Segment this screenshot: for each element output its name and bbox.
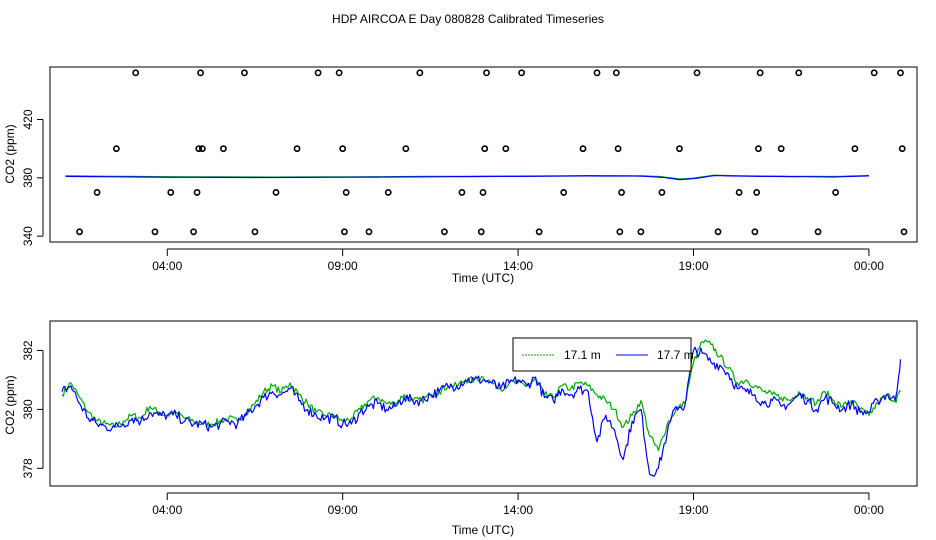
y-tick-label: 380 (21, 399, 35, 419)
data-point (832, 189, 839, 196)
data-point (76, 228, 83, 236)
data-point (441, 228, 448, 236)
data-point (560, 189, 568, 196)
data-point (751, 228, 759, 236)
x-tick-label: 04:00 (152, 503, 182, 517)
data-point (612, 69, 620, 77)
data-point (339, 145, 347, 153)
data-point (112, 145, 120, 153)
y-tick-label: 420 (21, 109, 35, 129)
bottom-y-axis: 378 380 382 (21, 340, 44, 478)
bottom-panel: 04:00 09:00 14:00 19:00 00:00 378 380 382 Time… (3, 320, 918, 537)
y-tick-label: 340 (21, 226, 35, 246)
data-point (341, 228, 348, 236)
figure-title: HDP AIRCOA E Day 080828 Calibrated Times… (332, 12, 604, 26)
data-point (618, 189, 625, 196)
data-point (579, 145, 587, 153)
data-point (251, 228, 259, 236)
x-tick-label: 00:00 (854, 503, 884, 517)
data-point (714, 228, 722, 236)
data-point (777, 145, 785, 153)
data-point (402, 145, 410, 153)
data-point (132, 69, 140, 77)
data-point (755, 145, 762, 153)
data-point (241, 69, 248, 77)
y-tick-label: 380 (21, 168, 35, 188)
data-point (477, 228, 485, 236)
data-point (479, 189, 487, 196)
data-point (637, 228, 645, 236)
data-point (481, 145, 489, 153)
data-point (151, 228, 159, 236)
data-point (518, 69, 525, 77)
data-point (593, 69, 601, 77)
data-point (735, 189, 743, 196)
data-point (898, 145, 906, 153)
data-point (384, 189, 392, 196)
bottom-x-axis: 04:00 09:00 14:00 19:00 00:00 (152, 492, 884, 517)
data-point (342, 189, 350, 196)
x-tick-label: 04:00 (152, 259, 182, 273)
data-point (190, 228, 197, 236)
data-point (193, 189, 201, 196)
bottom-plot-frame (49, 320, 918, 487)
data-point (502, 145, 510, 153)
data-point (195, 145, 203, 153)
bottom-x-axis-label: Time (UTC) (452, 523, 514, 537)
data-point (167, 189, 175, 196)
legend-box (512, 337, 692, 372)
series-line-1 (61, 346, 902, 477)
data-point (900, 228, 908, 236)
data-point (335, 69, 343, 77)
data-point (616, 228, 624, 236)
data-point (93, 189, 101, 196)
x-tick-label: 09:00 (328, 259, 358, 273)
data-point (198, 145, 206, 153)
x-tick-label: 14:00 (503, 259, 533, 273)
top-x-axis: 04:00 09:00 14:00 19:00 00:00 (152, 248, 884, 273)
data-point (314, 69, 322, 77)
legend-label-17-1m: 17.1 m (564, 348, 601, 362)
data-point (272, 189, 280, 196)
x-tick-label: 09:00 (328, 503, 358, 517)
data-point (851, 145, 859, 153)
data-point (658, 189, 666, 196)
series-line-0 (61, 339, 901, 452)
x-tick-label: 14:00 (503, 503, 533, 517)
y-tick-label: 382 (21, 340, 35, 360)
top-y-axis: 340 380 420 (21, 109, 44, 246)
data-point (458, 189, 466, 196)
data-point (197, 69, 204, 77)
data-point (897, 69, 904, 77)
bottom-y-axis-label: CO2 (ppm) (3, 375, 17, 434)
data-point (795, 69, 803, 77)
data-point (293, 145, 301, 153)
top-y-axis-label: CO2 (ppm) (3, 124, 17, 183)
top-panel: 04:00 09:00 14:00 19:00 00:00 340 380 420 Time… (3, 66, 918, 285)
data-point (870, 69, 878, 77)
series-line-1 (65, 174, 869, 181)
x-tick-label: 00:00 (854, 259, 884, 273)
legend-label-17-7m: 17.7 m (657, 348, 694, 362)
data-point (753, 189, 761, 196)
data-point (814, 228, 822, 236)
data-point (483, 69, 490, 77)
data-point (365, 228, 373, 236)
x-tick-label: 19:00 (678, 259, 708, 273)
data-point (416, 69, 424, 77)
data-point (535, 228, 543, 236)
x-tick-label: 19:00 (678, 503, 708, 517)
data-point (219, 145, 227, 153)
data-point (676, 145, 683, 153)
bottom-plot-series (61, 339, 902, 477)
data-point (614, 145, 622, 153)
legend: 17.1 m 17.7 m (512, 337, 694, 372)
data-point (756, 69, 764, 77)
top-plot-frame (49, 66, 918, 243)
top-plot-series (65, 69, 908, 236)
top-x-axis-label: Time (UTC) (452, 271, 514, 285)
data-point (693, 69, 701, 77)
y-tick-label: 378 (21, 458, 35, 478)
